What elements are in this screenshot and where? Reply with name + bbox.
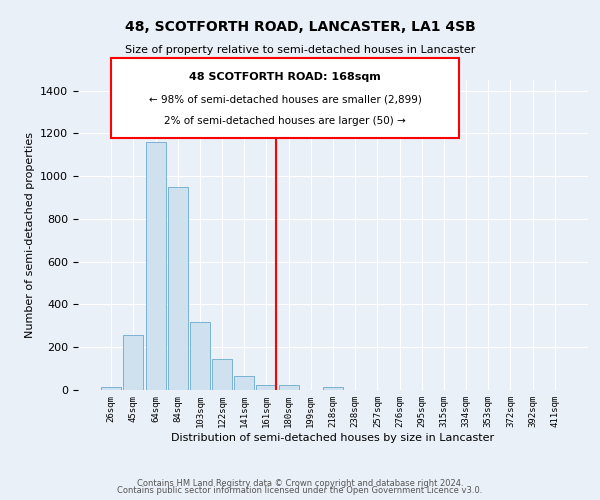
Bar xyxy=(256,384,277,390)
Bar xyxy=(278,384,299,390)
Text: Contains HM Land Registry data © Crown copyright and database right 2024.: Contains HM Land Registry data © Crown c… xyxy=(137,478,463,488)
Text: 48, SCOTFORTH ROAD, LANCASTER, LA1 4SB: 48, SCOTFORTH ROAD, LANCASTER, LA1 4SB xyxy=(125,20,475,34)
Y-axis label: Number of semi-detached properties: Number of semi-detached properties xyxy=(25,132,35,338)
Text: 2% of semi-detached houses are larger (50) →: 2% of semi-detached houses are larger (5… xyxy=(164,116,406,126)
Text: Contains public sector information licensed under the Open Government Licence v3: Contains public sector information licen… xyxy=(118,486,482,495)
Bar xyxy=(124,336,143,390)
Bar xyxy=(234,376,254,390)
Bar xyxy=(168,187,188,390)
X-axis label: Distribution of semi-detached houses by size in Lancaster: Distribution of semi-detached houses by … xyxy=(172,432,494,442)
Bar xyxy=(146,142,166,390)
Text: ← 98% of semi-detached houses are smaller (2,899): ← 98% of semi-detached houses are smalle… xyxy=(149,94,421,104)
Bar xyxy=(323,387,343,390)
Bar xyxy=(212,359,232,390)
Text: 48 SCOTFORTH ROAD: 168sqm: 48 SCOTFORTH ROAD: 168sqm xyxy=(189,72,381,83)
Bar xyxy=(101,387,121,390)
Text: Size of property relative to semi-detached houses in Lancaster: Size of property relative to semi-detach… xyxy=(125,45,475,55)
Bar xyxy=(190,322,210,390)
